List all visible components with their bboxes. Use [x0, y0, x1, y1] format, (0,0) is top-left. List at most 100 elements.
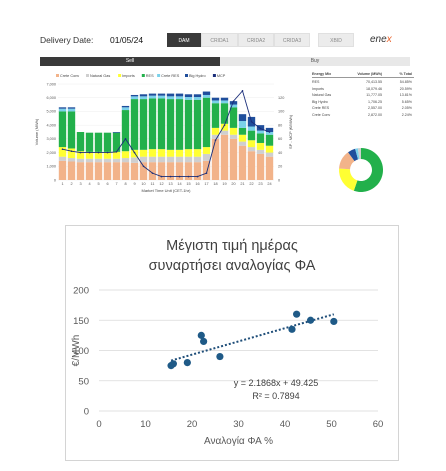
y-tick-label: 3,000: [46, 137, 56, 141]
bar-segment-natural-gas: [202, 153, 211, 161]
y2-axis-label: SP - MCP (€/MWh): [288, 114, 293, 149]
bar-segment-res: [193, 99, 202, 150]
y-tick-label: 200: [73, 286, 89, 297]
bar-segment-crete-conv: [229, 138, 238, 180]
buy-tab[interactable]: Buy: [220, 57, 410, 66]
x-tick-label: 9: [133, 182, 135, 186]
bar-segment-res: [148, 98, 157, 150]
bar-segment-natural-gas: [85, 158, 94, 163]
bar-segment-natural-gas: [103, 158, 112, 163]
table-cell: Imports: [312, 86, 324, 91]
tab-crida1[interactable]: CRIDA1: [201, 33, 238, 47]
bar-segment-imports: [184, 149, 193, 157]
bar-segment-natural-gas: [238, 141, 247, 146]
energy-mix-bar-chart: Crete Conv Natural Gas Imports RES Crete RES…: [34, 74, 293, 193]
bar-segment-crete-res: [67, 108, 76, 112]
mcp-line: [62, 89, 270, 178]
mcp-point: [79, 151, 82, 154]
bar-segment-big-hydro: [157, 93, 166, 96]
tab-xbid[interactable]: XBID: [318, 33, 354, 47]
bar-segment-crete-conv: [139, 162, 148, 180]
bar-segment-big-hydro: [166, 93, 175, 97]
bar-segment-imports: [85, 151, 94, 159]
mcp-point: [70, 150, 73, 152]
bar-segment-big-hydro: [67, 107, 76, 109]
table-cell: 18,079.46: [366, 86, 382, 91]
x-tick-label: 60: [373, 419, 384, 430]
table-row: Big Hydro 1,706.25 5.65%: [312, 99, 414, 106]
legend-swatch: [212, 74, 216, 77]
legend-label: Natural Gas: [90, 74, 110, 78]
bar-segment-big-hydro: [211, 97, 220, 101]
bar-segment-natural-gas: [67, 158, 76, 162]
bar-segment-imports: [238, 134, 247, 142]
delivery-date-value[interactable]: 01/05/24: [110, 35, 144, 45]
scatter-point: [330, 317, 338, 326]
table-cell: 5.65%: [401, 99, 412, 104]
bar-segment-crete-res: [256, 130, 265, 134]
bar-segment-natural-gas: [76, 158, 85, 163]
x-tick-label: 50: [326, 419, 337, 430]
table-cell: 1,706.25: [368, 99, 382, 104]
x-tick-label: 14: [177, 182, 181, 186]
x-tick-label: 15: [186, 182, 190, 186]
bar-segment-big-hydro: [193, 94, 202, 98]
tab-crida2[interactable]: CRIDA2: [238, 33, 274, 47]
mcp-point: [169, 175, 172, 178]
bar-segment-natural-gas: [148, 156, 157, 163]
mcp-point: [223, 124, 226, 126]
bar-segment-crete-conv: [76, 162, 85, 180]
y2-tick-label: 60: [278, 137, 282, 141]
bar-segment-res: [211, 103, 220, 128]
bar-segment-res: [130, 99, 139, 150]
bar-segment-imports: [67, 148, 76, 159]
bar-segment-crete-res: [148, 95, 157, 99]
bar-segment-crete-conv: [112, 162, 121, 180]
bar-segment-natural-gas: [130, 157, 139, 163]
bar-segment-res: [103, 132, 112, 152]
x-tick-label: 22: [249, 182, 253, 186]
mcp-point: [232, 100, 235, 102]
mcp-point: [196, 175, 199, 178]
bar-segment-crete-conv: [175, 162, 184, 180]
bar-segment-imports: [220, 123, 229, 131]
bar-segment-crete-res: [175, 96, 184, 100]
table-cell: Crete RES: [312, 106, 330, 110]
table-row: Natural Gas 11,777.05 13.81%: [312, 92, 414, 99]
bar-segment-crete-conv: [130, 162, 139, 180]
bar-segment-crete-conv: [94, 162, 103, 180]
bar-segment-res: [175, 99, 184, 150]
tab-crida3[interactable]: CRIDA3: [274, 33, 310, 47]
bar-segment-res: [256, 133, 265, 143]
table-cell: 70,413.55: [366, 80, 382, 84]
tab-dam[interactable]: DAM: [167, 33, 201, 47]
x-tick-label: 1: [61, 182, 63, 186]
bar-segment-big-hydro: [238, 114, 247, 122]
bar-segment-big-hydro: [130, 94, 139, 97]
mcp-point: [205, 172, 208, 174]
table-cell: 2,557.00: [368, 106, 382, 110]
bar-segment-crete-conv: [103, 162, 112, 180]
r-squared-label: R² = 0.7894: [252, 391, 299, 401]
bar-segment-imports: [112, 151, 121, 159]
bar-segment-big-hydro: [229, 101, 238, 105]
scatter-point: [183, 359, 191, 367]
y2-tick-label: 120: [278, 96, 284, 100]
x-tick-label: 10: [141, 182, 145, 186]
mcp-point: [106, 151, 109, 154]
table-row: RES 70,413.55 54.85%: [312, 79, 414, 86]
bar-segment-res: [121, 110, 130, 152]
bar-segment-crete-conv: [121, 162, 130, 180]
bar-segment-crete-conv: [247, 151, 256, 180]
x-tick-label: 10: [140, 419, 151, 430]
table-row: Imports 18,079.46 20.59%: [312, 86, 414, 93]
sell-tab[interactable]: Sell: [40, 57, 220, 66]
scatter-title-line-1: Μέγιστη τιμή ημέρας: [166, 238, 298, 254]
bar-segment-crete-res: [130, 96, 139, 100]
donut-slice-natural-gas: [339, 152, 355, 170]
bar-segment-big-hydro: [112, 132, 121, 133]
donut-slice-crete-conv: [357, 148, 361, 160]
legend-label: MCP: [217, 74, 226, 78]
bar-segment-crete-res: [139, 96, 148, 100]
y-tick-label: 0: [84, 407, 89, 418]
